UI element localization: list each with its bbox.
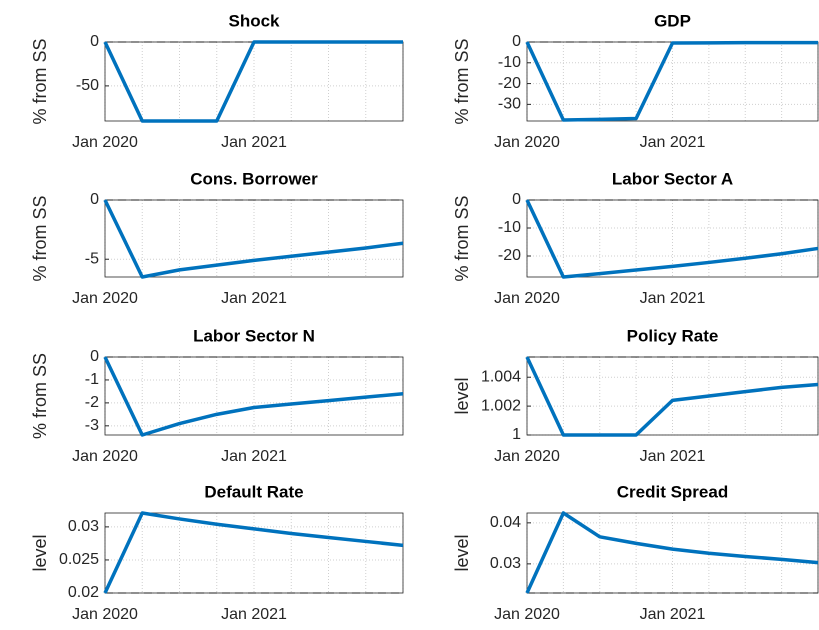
- chart-title: Default Rate: [204, 482, 303, 501]
- y-tick-label: -3: [85, 417, 99, 434]
- y-tick-label: 0: [512, 33, 521, 50]
- x-tick-label: Jan 2021: [640, 134, 706, 151]
- plot-area: [105, 200, 403, 277]
- y-tick-label: 0: [90, 348, 99, 365]
- y-tick-label: 1.004: [481, 368, 521, 385]
- y-tick-label: -20: [498, 75, 521, 92]
- x-tick-label: Jan 2020: [72, 290, 138, 307]
- x-tick-label: Jan 2020: [72, 134, 138, 151]
- y-tick-label: -10: [498, 219, 521, 236]
- chart-title: Shock: [228, 11, 280, 30]
- chart-title: Labor Sector N: [193, 326, 315, 345]
- y-axis-label: % from SS: [452, 38, 472, 124]
- line: [525, 511, 819, 594]
- x-tick-label: Jan 2021: [221, 290, 287, 307]
- y-tick-label: 0.025: [59, 551, 99, 568]
- y-tick-label: -50: [76, 77, 99, 94]
- line: [103, 356, 404, 437]
- chart-title: GDP: [654, 11, 691, 30]
- axes-box: [526, 356, 819, 436]
- chart-title: Policy Rate: [627, 326, 719, 345]
- x-tick-label: Jan 2021: [640, 448, 706, 465]
- chart-title: Labor Sector A: [612, 169, 733, 188]
- axes-box: [526, 512, 819, 594]
- y-tick-label: 0.03: [490, 555, 521, 572]
- chart-title: Credit Spread: [617, 482, 728, 501]
- x-tick-label: Jan 2020: [72, 606, 138, 623]
- y-axis-label: level: [452, 534, 472, 571]
- y-axis-label: level: [30, 534, 50, 571]
- y-tick-label: -10: [498, 54, 521, 71]
- y-axis-label: % from SS: [30, 195, 50, 281]
- y-tick-label: 0: [90, 191, 99, 208]
- x-tick-label: Jan 2021: [221, 606, 287, 623]
- line: [525, 40, 818, 122]
- line: [103, 40, 403, 123]
- x-tick-label: Jan 2021: [640, 606, 706, 623]
- y-tick-label: 0.03: [68, 518, 99, 535]
- y-tick-label: 0.02: [68, 584, 99, 601]
- y-axis-label: % from SS: [30, 38, 50, 124]
- axes-box: [104, 356, 404, 436]
- y-tick-label: -2: [85, 394, 99, 411]
- y-axis-label: % from SS: [452, 195, 472, 281]
- axes-box: [104, 512, 404, 594]
- line: [525, 356, 819, 437]
- axes-box: [104, 199, 404, 278]
- y-tick-label: -20: [498, 247, 521, 264]
- line: [525, 199, 819, 279]
- x-tick-label: Jan 2020: [494, 134, 560, 151]
- axes-box: [526, 199, 819, 278]
- y-axis-label: level: [452, 377, 472, 414]
- y-tick-label: 1.002: [481, 397, 521, 414]
- x-tick-label: Jan 2020: [494, 290, 560, 307]
- y-axis-label: % from SS: [30, 353, 50, 439]
- x-tick-label: Jan 2020: [72, 448, 138, 465]
- line: [103, 199, 404, 279]
- y-tick-label: -30: [498, 96, 521, 113]
- chart-title: Cons. Borrower: [190, 169, 318, 188]
- y-tick-label: 0: [512, 191, 521, 208]
- y-tick-label: 0: [90, 33, 99, 50]
- y-tick-label: -1: [85, 371, 99, 388]
- x-tick-label: Jan 2020: [494, 448, 560, 465]
- x-tick-label: Jan 2021: [221, 134, 287, 151]
- y-tick-label: 1: [512, 426, 521, 443]
- y-tick-label: 0.04: [490, 514, 521, 531]
- x-tick-label: Jan 2021: [221, 448, 287, 465]
- y-tick-label: -5: [85, 250, 99, 267]
- x-tick-label: Jan 2020: [494, 606, 560, 623]
- x-tick-label: Jan 2021: [640, 290, 706, 307]
- line: [103, 511, 404, 594]
